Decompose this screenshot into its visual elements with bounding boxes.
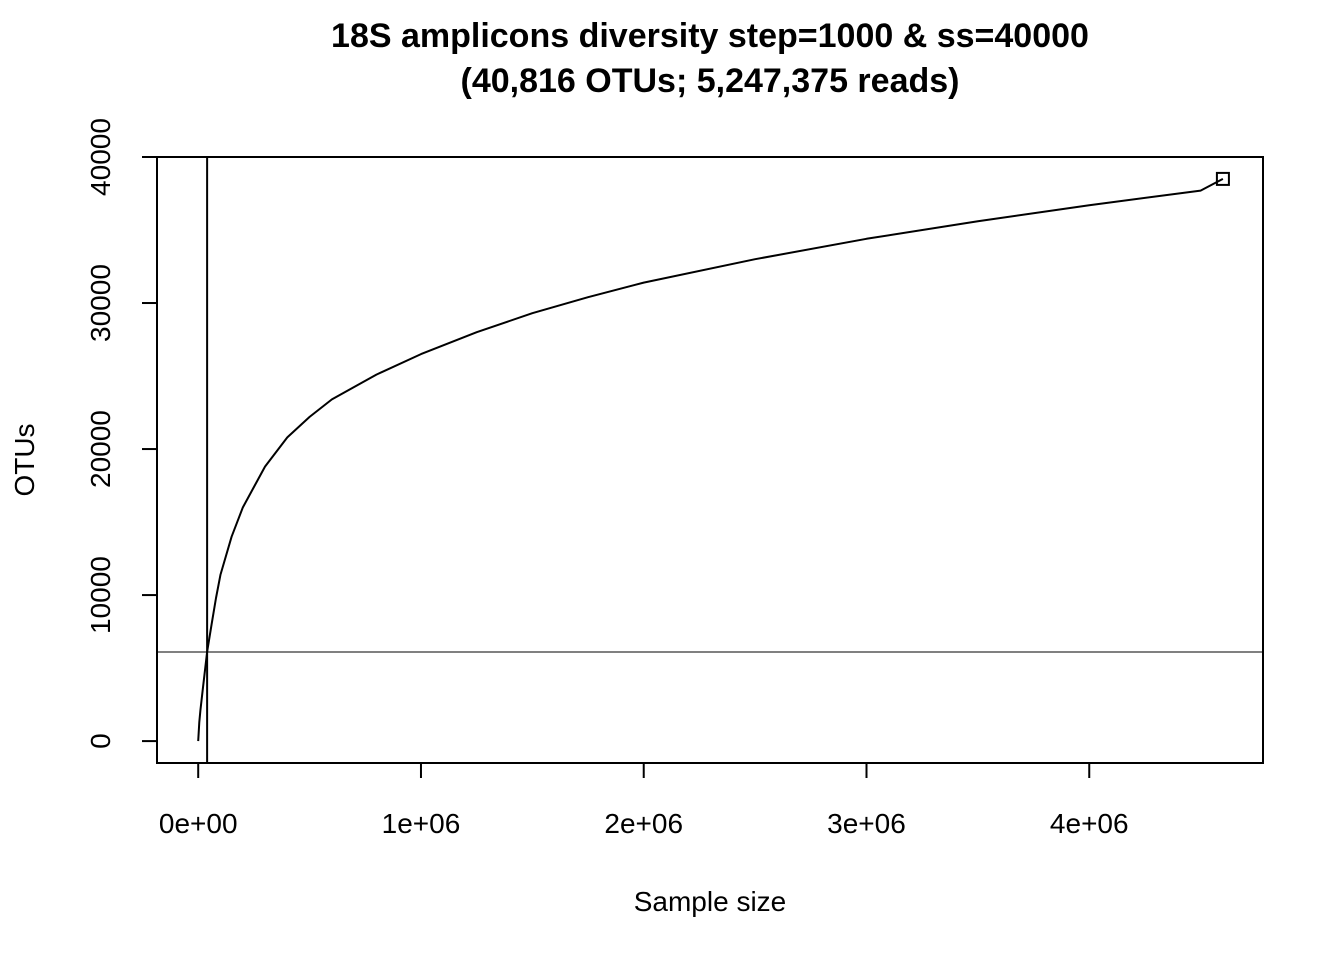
x-tick-label: 3e+06 [827,808,906,839]
y-tick-label: 10000 [85,556,116,634]
rarefaction-curve [197,178,1224,742]
x-tick-label: 0e+00 [159,808,238,839]
y-tick-label: 40000 [85,118,116,196]
x-axis-label: Sample size [634,886,787,917]
plot-frame [156,156,1264,764]
y-tick-label: 20000 [85,410,116,488]
end-point-marker [1215,171,1230,186]
chart-title: 18S amplicons diversity step=1000 & ss=4… [331,17,1089,55]
x-tick-label: 4e+06 [1050,808,1129,839]
y-tick-label: 30000 [85,264,116,342]
x-tick-label: 2e+06 [604,808,683,839]
y-axis-label: OTUs [9,423,40,496]
y-axis: 0 10000 20000 30000 40000 [85,118,158,749]
x-tick-label: 1e+06 [382,808,461,839]
y-tick-label: 0 [85,733,116,749]
chart-subtitle: (40,816 OTUs; 5,247,375 reads) [461,62,960,100]
plot-area [157,157,1263,763]
x-axis: 0e+00 1e+06 2e+06 3e+06 4e+06 [159,762,1129,839]
